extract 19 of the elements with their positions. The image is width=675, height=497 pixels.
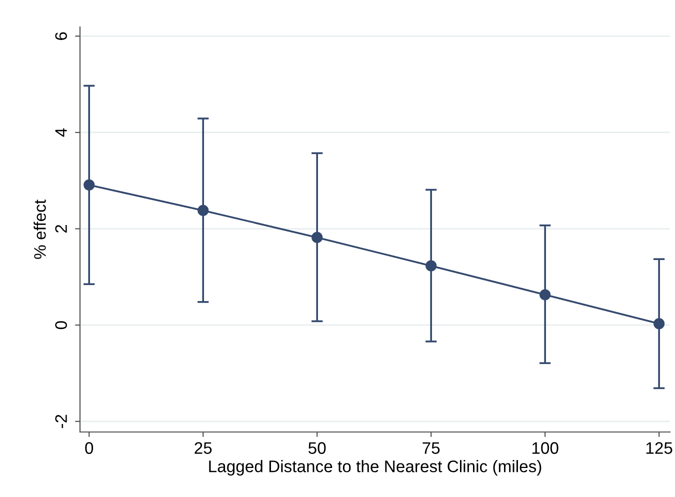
y-tick-label: 2 — [55, 224, 67, 233]
point — [654, 318, 665, 330]
point — [198, 204, 209, 216]
x-tick-label: 100 — [532, 442, 558, 454]
y-axis-title: % effect — [34, 200, 46, 259]
x-tick-label: 0 — [85, 442, 94, 454]
point — [312, 232, 323, 243]
x-tick-label: 50 — [308, 442, 326, 454]
y-tick-label: 6 — [55, 32, 67, 40]
point — [84, 179, 95, 191]
y-tick-label: 4 — [55, 128, 67, 137]
x-tick-label: 25 — [194, 442, 212, 454]
x-tick-label: 125 — [646, 442, 672, 454]
y-tick-label: 0 — [55, 321, 67, 330]
y-tick-label: -2 — [55, 414, 67, 428]
x-tick-label: 75 — [422, 442, 440, 454]
point — [540, 289, 551, 300]
point — [426, 260, 437, 272]
x-axis-title: Lagged Distance to the Nearest Clinic (miles) — [209, 460, 542, 476]
